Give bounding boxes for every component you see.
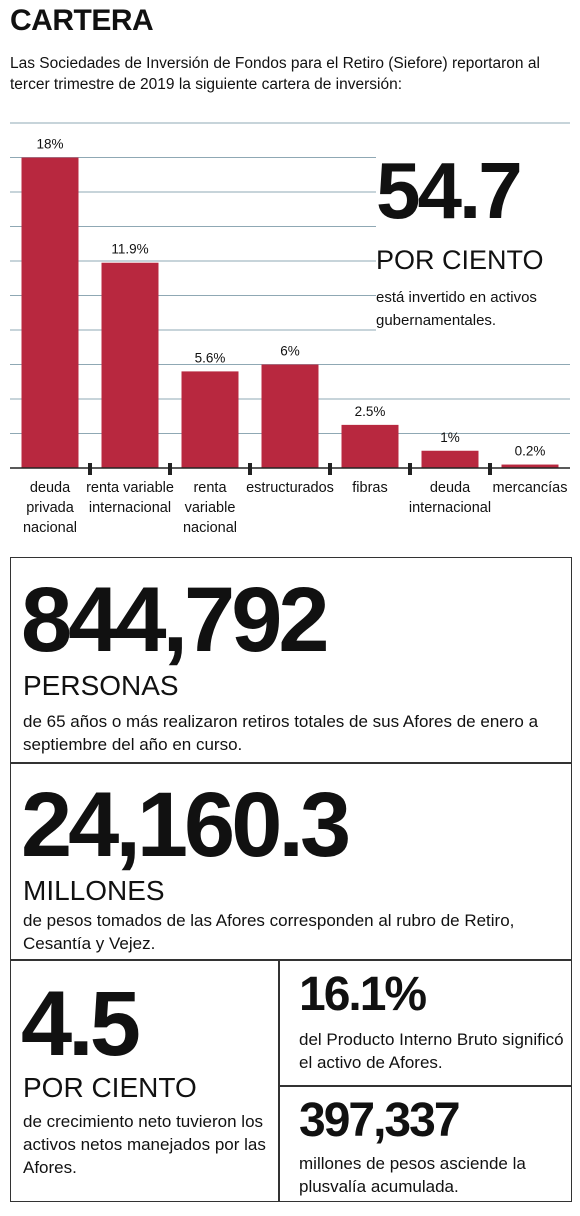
plusvalia-number: 397,337 <box>299 1094 461 1147</box>
bar-value-label: 6% <box>280 344 300 359</box>
crecimiento-description: de crecimiento neto tuvieron los activos… <box>23 1112 266 1177</box>
tick-mark <box>88 463 92 475</box>
government-assets-unit: POR CIENTO <box>376 245 544 275</box>
category-label: internacional <box>89 500 171 516</box>
bar <box>421 450 479 468</box>
millones-description: de pesos tomados de las Afores correspon… <box>23 911 515 953</box>
pib-description: del Producto Interno Bruto significó el … <box>299 1030 564 1072</box>
category-label: internacional <box>409 500 491 516</box>
millones-number: 24,160.3 <box>21 774 351 876</box>
category-label: renta variable <box>86 480 174 496</box>
category-label: renta <box>193 480 227 496</box>
crecimiento-number: 4.5 <box>21 973 141 1075</box>
tick-mark <box>328 463 332 475</box>
personas-unit: PERSONAS <box>23 670 179 701</box>
plusvalia-description: millones de pesos asciende la plusvalía … <box>299 1154 526 1196</box>
bar <box>261 364 319 468</box>
bar-value-label: 0.2% <box>515 444 546 459</box>
bar-value-label: 5.6% <box>195 350 226 365</box>
category-label: nacional <box>183 520 237 536</box>
personas-number: 844,792 <box>21 569 330 671</box>
bar-value-label: 18% <box>36 137 63 152</box>
bar <box>181 371 239 468</box>
category-label: mercancías <box>493 480 568 496</box>
category-label: deuda <box>430 480 471 496</box>
stat-box-plusvalia: 397,337 millones de pesos asciende la pl… <box>278 1085 572 1202</box>
bar-value-label: 1% <box>440 430 460 445</box>
category-label: estructurados <box>246 480 334 496</box>
tick-mark <box>248 463 252 475</box>
tick-mark <box>488 463 492 475</box>
pib-number: 16.1% <box>299 968 427 1021</box>
stat-box-millones: 24,160.3 MILLONES de pesos tomados de la… <box>10 762 572 961</box>
stat-box-personas: 844,792 PERSONAS de 65 años o más realiz… <box>10 557 572 764</box>
intro-text: Las Sociedades de Inversión de Fondos pa… <box>10 55 540 93</box>
bar <box>341 424 399 468</box>
category-label: variable <box>185 500 236 516</box>
category-label: nacional <box>23 520 77 536</box>
category-label: fibras <box>352 480 387 496</box>
page-title: CARTERA <box>10 4 154 37</box>
stat-box-crecimiento: 4.5 POR CIENTO de crecimiento neto tuvie… <box>10 959 280 1202</box>
personas-description: de 65 años o más realizaron retiros tota… <box>23 712 539 754</box>
bar <box>101 262 159 468</box>
tick-mark <box>408 463 412 475</box>
stat-box-pib: 16.1% del Producto Interno Bruto signifi… <box>278 959 572 1087</box>
tick-mark <box>168 463 172 475</box>
category-label: deuda <box>30 480 71 496</box>
government-assets-number: 54.7 <box>376 146 523 235</box>
bar <box>501 464 559 468</box>
millones-unit: MILLONES <box>23 875 165 906</box>
bar-value-label: 2.5% <box>355 404 386 419</box>
government-assets-description: está invertido en activos gubernamentale… <box>376 289 537 329</box>
bar-value-label: 11.9% <box>111 242 148 257</box>
category-label: privada <box>26 500 74 516</box>
bar <box>21 157 79 468</box>
crecimiento-unit: POR CIENTO <box>23 1072 197 1103</box>
government-assets-callout: 54.7 POR CIENTO está invertido en activo… <box>376 150 576 332</box>
